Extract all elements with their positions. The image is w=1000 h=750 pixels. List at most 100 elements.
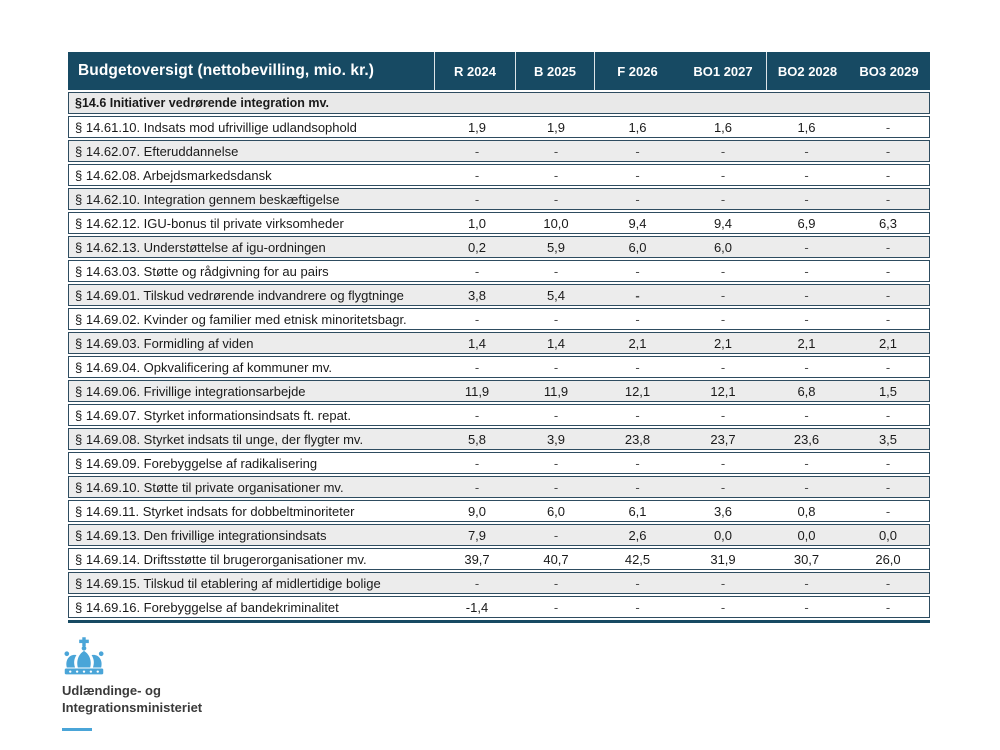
table-row: § 14.69.13. Den frivillige integrationsi… <box>68 524 930 546</box>
table-row: § 14.69.01. Tilskud vedrørende indvandre… <box>68 284 930 306</box>
value-cell: - <box>804 359 809 375</box>
value-cell: - <box>885 119 891 135</box>
table-row: § 14.69.08. Styrket indsats til unge, de… <box>68 428 930 450</box>
value-cell: 2,1 <box>628 335 647 351</box>
value-cell: 5,9 <box>546 239 566 255</box>
table-row: § 14.69.15. Tilskud til etablering af mi… <box>68 572 930 594</box>
value-cell: - <box>553 167 559 183</box>
org-name-line2: Integrationsministeriet <box>62 699 203 715</box>
value-cell: - <box>635 599 640 615</box>
row-label: § 14.62.08. Arbejdsmarkedsdansk <box>75 167 272 183</box>
section-header: §14.6 Initiativer vedrørende integration… <box>68 92 930 114</box>
value-cell: - <box>474 143 480 159</box>
value-cell: 2,1 <box>713 335 733 351</box>
row-label: § 14.69.04. Opkvalificering af kommuner … <box>75 359 332 375</box>
value-cell: - <box>553 359 559 375</box>
column-header-f2026: F 2026 <box>594 52 680 90</box>
table-row: § 14.62.08. Arbejdsmarkedsdansk - - - - - - <box>68 164 930 186</box>
table-row: § 14.69.03. Formidling af viden 1,4 1,4 2,… <box>68 332 930 354</box>
value-cell: 6,1 <box>628 503 647 519</box>
row-label: § 14.69.01. Tilskud vedrørende indvandre… <box>75 287 404 303</box>
value-cell: - <box>635 287 640 303</box>
value-cell: 1,0 <box>467 215 487 231</box>
value-cell: 6,0 <box>628 239 647 255</box>
value-cell: - <box>885 407 891 423</box>
value-cell: 0,0 <box>713 527 733 543</box>
value-cell: - <box>804 455 809 471</box>
column-header-bo3-2029: BO3 2029 <box>859 63 919 79</box>
value-cell: 1,5 <box>878 383 898 399</box>
row-label: § 14.69.03. Formidling af viden <box>75 335 254 351</box>
table-row: § 14.69.16. Forebyggelse af bandekrimina… <box>68 596 930 618</box>
value-cell: - <box>720 575 726 591</box>
table-row: § 14.69.14. Driftsstøtte til brugerorgan… <box>68 548 930 570</box>
value-cell: - <box>885 287 891 303</box>
table-row: § 14.69.06. Frivillige integrationsarbej… <box>68 380 930 402</box>
value-cell: 23,8 <box>624 431 651 447</box>
value-cell: - <box>553 143 559 159</box>
value-cell: 1,4 <box>467 335 487 351</box>
value-cell: 6,3 <box>878 215 898 231</box>
row-label: § 14.69.16. Forebyggelse af bandekrimina… <box>75 599 339 615</box>
value-cell: - <box>885 455 891 471</box>
value-cell: - <box>804 599 809 615</box>
value-cell: - <box>804 407 809 423</box>
value-cell: - <box>720 311 726 327</box>
table-row: § 14.69.04. Opkvalificering af kommuner … <box>68 356 930 378</box>
table-row: § 14.62.07. Efteruddannelse - - - - - - <box>68 140 930 162</box>
table-body: § 14.61.10. Indsats mod ufrivillige udla… <box>68 116 930 618</box>
column-header-b2025: B 2025 <box>515 52 594 90</box>
value-cell: - <box>553 455 559 471</box>
value-cell: - <box>885 479 891 495</box>
value-cell: 0,0 <box>878 527 898 543</box>
value-cell: 11,9 <box>543 383 569 399</box>
value-cell: - <box>635 575 640 591</box>
table-row: § 14.69.09. Forebyggelse af radikaliseri… <box>68 452 930 474</box>
value-cell: - <box>635 455 640 471</box>
value-cell: 6,0 <box>713 239 733 255</box>
row-label: § 14.69.11. Styrket indsats for dobbeltm… <box>75 503 355 519</box>
column-header-bo2-2028: BO2 2028 <box>766 52 848 90</box>
value-cell: - <box>553 575 559 591</box>
value-cell: - <box>885 239 891 255</box>
row-label: § 14.62.12. IGU-bonus til private virkso… <box>75 215 344 231</box>
value-cell: 1,6 <box>713 119 733 135</box>
value-cell: - <box>553 263 559 279</box>
value-cell: 11,9 <box>464 383 490 399</box>
value-cell: 2,6 <box>628 527 647 543</box>
value-cell: 1,4 <box>546 335 566 351</box>
value-cell: 26,0 <box>875 551 901 567</box>
value-cell: - <box>804 287 809 303</box>
value-cell: - <box>804 143 809 159</box>
value-cell: 23,6 <box>793 431 820 447</box>
value-cell: - <box>720 143 726 159</box>
table-row: § 14.69.11. Styrket indsats for dobbeltm… <box>68 500 930 522</box>
row-label: § 14.69.08. Styrket indsats til unge, de… <box>75 431 364 447</box>
value-cell: 6,8 <box>797 383 816 399</box>
value-cell: 6,0 <box>546 503 566 519</box>
value-cell: - <box>474 191 480 207</box>
value-cell: 3,9 <box>546 431 566 447</box>
table-row: § 14.63.03. Støtte og rådgivning for au … <box>68 260 930 282</box>
value-cell: - <box>720 167 726 183</box>
value-cell: 3,5 <box>878 431 898 447</box>
column-header-r2024: R 2024 <box>434 52 515 90</box>
value-cell: - <box>635 407 640 423</box>
value-cell: - <box>720 191 726 207</box>
value-cell: 39,7 <box>464 551 490 567</box>
value-cell: - <box>804 311 809 327</box>
value-cell: 12,1 <box>624 383 651 399</box>
table-row: § 14.69.07. Styrket informationsindsats … <box>68 404 930 426</box>
value-cell: - <box>553 311 559 327</box>
value-cell: - <box>474 455 480 471</box>
value-cell: 0,8 <box>797 503 816 519</box>
value-cell: - <box>635 191 640 207</box>
logo-underline <box>62 727 92 731</box>
value-cell: - <box>474 479 480 495</box>
value-cell: - <box>635 263 640 279</box>
value-cell: - <box>635 359 640 375</box>
column-header-bo1-2027: BO1 2027 <box>693 63 753 79</box>
table-row: § 14.61.10. Indsats mod ufrivillige udla… <box>68 116 930 138</box>
row-label: § 14.62.07. Efteruddannelse <box>75 143 239 159</box>
table-row: § 14.62.10. Integration gennem beskæftig… <box>68 188 930 210</box>
